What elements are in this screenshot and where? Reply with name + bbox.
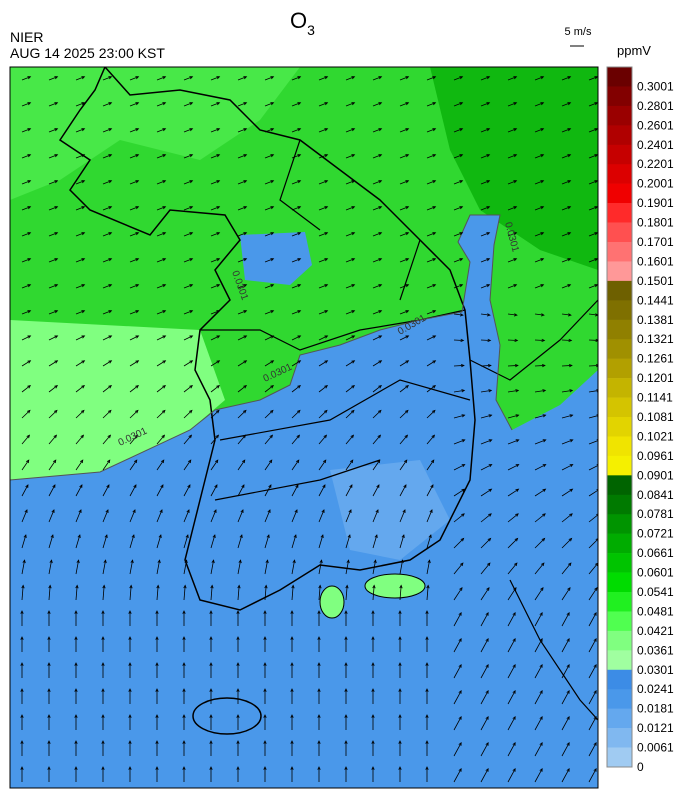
colorbar-box [607,281,632,301]
colorbar-box [607,203,632,223]
colorbar-box [607,145,632,165]
colorbar-box [607,359,632,379]
colorbar-box [607,534,632,554]
colorbar-label: 0.0181 [637,702,674,716]
colorbar-box [607,106,632,126]
colorbar-label: 0.0841 [637,488,674,502]
colorbar-box [607,689,632,709]
colorbar-label: 0.1141 [637,391,673,405]
colorbar-box [607,631,632,651]
colorbar-box [607,223,632,243]
wind-scale-label: 5 m/s [565,26,592,38]
colorbar-label: 0.1601 [637,254,674,268]
colorbar-label: 0.2401 [637,138,674,152]
jeju-island [193,698,261,734]
colorbar-label: 0.1261 [637,352,674,366]
colorbar-label: 0.0241 [637,682,674,696]
colorbar-box [607,611,632,631]
colorbar-box [607,86,632,106]
colorbar-label: 0.0061 [637,741,674,755]
title-sub: 3 [307,22,315,38]
colorbar-box [607,67,632,87]
colorbar-box [607,553,632,573]
colorbar-label: 0.0541 [637,585,674,599]
title: O3 [290,8,315,38]
colorbar-box [607,592,632,612]
colorbar-box [607,514,632,534]
colorbar-label: 0.2801 [637,99,674,113]
colorbar-label: 0.1081 [637,410,674,424]
colorbar-box [607,378,632,398]
colorbar-label: 0.0361 [637,643,674,657]
title-main: O [290,8,307,33]
colorbar-box [607,475,632,495]
colorbar-box [607,164,632,184]
colorbar-label: 0 [637,760,644,774]
colorbar-label: 0.0901 [637,468,674,482]
colorbar-box [607,456,632,476]
colorbar-label: 0.2201 [637,157,674,171]
colorbar-box [607,339,632,359]
org-label: NIER [10,29,43,45]
colorbar-box [607,748,632,768]
colorbar-label: 0.1901 [637,196,674,210]
colorbar-label: 0.0481 [637,604,674,618]
colorbar: 0.3001 0.2801 0.2601 0.2401 0.2201 0.2001 0.19… [607,67,674,774]
colorbar-box [607,398,632,418]
colorbar-box [607,436,632,456]
colorbar-label: 0.1701 [637,235,674,249]
colorbar-label: 0.2001 [637,177,674,191]
colorbar-box [607,709,632,729]
colorbar-box [607,495,632,515]
colorbar-box [607,184,632,204]
datetime-label: AUG 14 2025 23:00 KST [10,45,165,61]
colorbar-label: 0.1801 [637,216,674,230]
colorbar-box [607,300,632,320]
colorbar-box [607,728,632,748]
colorbar-label: 0.0121 [637,721,674,735]
colorbar-box [607,242,632,262]
colorbar-label: 0.0301 [637,663,674,677]
colorbar-box [607,320,632,340]
colorbar-box [607,670,632,690]
unit-label: ppmV [617,43,651,58]
colorbar-label: 0.0661 [637,546,674,560]
colorbar-label: 0.0601 [637,566,674,580]
colorbar-label: 0.0781 [637,507,674,521]
map [10,67,600,788]
colorbar-label: 0.1501 [637,274,674,288]
island [320,586,344,618]
colorbar-label: 0.1441 [637,293,674,307]
colorbar-box [607,261,632,281]
colorbar-label: 0.1321 [637,332,674,346]
colorbar-label: 0.1021 [637,429,674,443]
colorbar-box [607,125,632,145]
colorbar-label: 0.1201 [637,371,674,385]
colorbar-label: 0.3001 [637,79,674,93]
colorbar-label: 0.1381 [637,313,674,327]
colorbar-box [607,417,632,437]
colorbar-label: 0.0721 [637,527,674,541]
colorbar-label: 0.0421 [637,624,674,638]
colorbar-label: 0.0961 [637,449,674,463]
colorbar-label: 0.2601 [637,118,674,132]
colorbar-box [607,573,632,593]
colorbar-box [607,650,632,670]
